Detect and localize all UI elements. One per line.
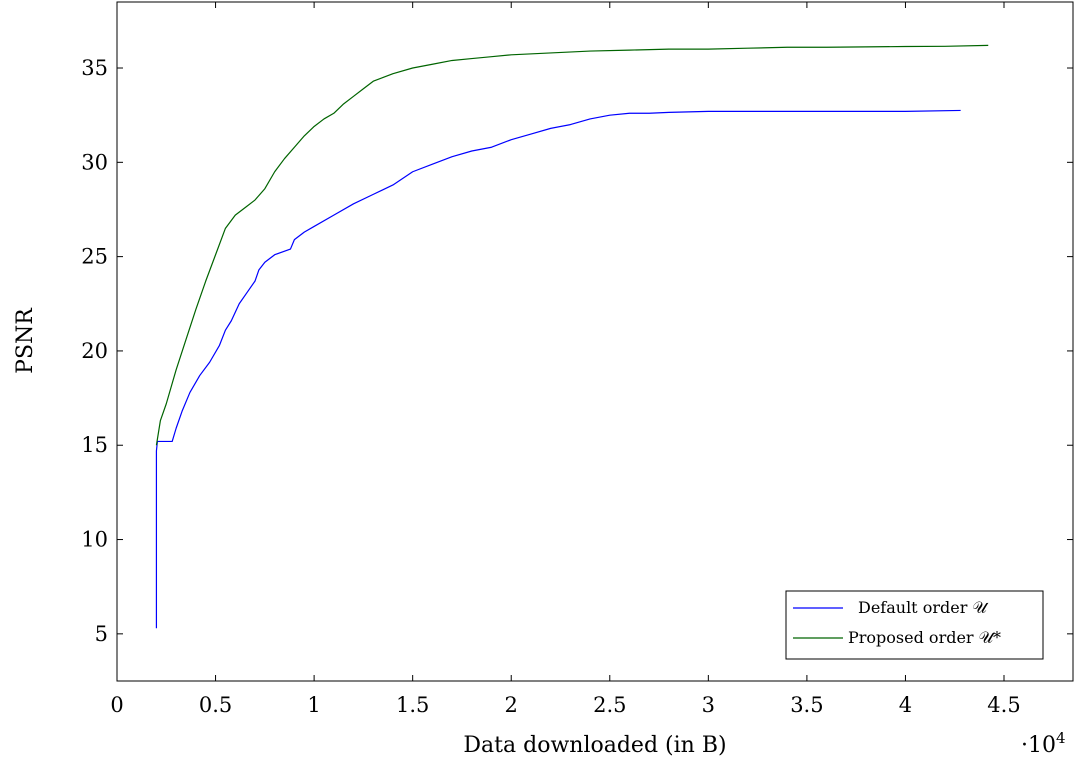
series-line-proposed-order xyxy=(155,44,989,446)
x-tick-label: 3.5 xyxy=(790,693,823,717)
y-axis-label: PSNR xyxy=(13,307,38,374)
x-tick-label: 4.5 xyxy=(987,693,1020,717)
x-tick-label: 3 xyxy=(702,693,715,717)
y-tick-label: 30 xyxy=(81,150,108,174)
series-layer xyxy=(155,44,989,629)
x-tick-label: 2 xyxy=(505,693,518,717)
plot-frame xyxy=(116,1,1074,682)
y-tick-label: 35 xyxy=(81,56,108,80)
x-tick-label: 0.5 xyxy=(199,693,232,717)
y-tick-label: 5 xyxy=(95,622,108,646)
x-axis-ticks: 0 0.5 1 1.5 2 2.5 3 3.5 4 4.5 xyxy=(110,2,1021,717)
y-axis-ticks: 5 10 15 20 25 30 35 xyxy=(81,56,1073,646)
legend: Default order 𝒰 Proposed order 𝒰* xyxy=(785,590,1044,660)
x-multiplier-base: ·10 xyxy=(1021,733,1056,758)
y-tick-label: 20 xyxy=(81,339,108,363)
svg-text:·104: ·104 xyxy=(1021,729,1066,758)
x-multiplier-exponent: 4 xyxy=(1056,729,1066,747)
legend-box xyxy=(785,590,1044,660)
y-tick-label: 25 xyxy=(81,245,108,269)
x-tick-label: 4 xyxy=(899,693,912,717)
legend-label-proposed: Proposed order 𝒰* xyxy=(848,628,1001,647)
x-tick-label: 1 xyxy=(307,693,320,717)
x-tick-label: 1.5 xyxy=(396,693,429,717)
x-tick-label: 0 xyxy=(110,693,123,717)
x-tick-label: 2.5 xyxy=(593,693,626,717)
y-tick-label: 15 xyxy=(81,433,108,457)
series-line-default-order xyxy=(155,109,961,629)
x-axis-label: Data downloaded (in B) xyxy=(463,733,726,758)
y-tick-label: 10 xyxy=(81,528,108,552)
x-multiplier: ·104 xyxy=(1021,729,1066,758)
legend-label-default: Default order 𝒰 xyxy=(858,598,989,617)
